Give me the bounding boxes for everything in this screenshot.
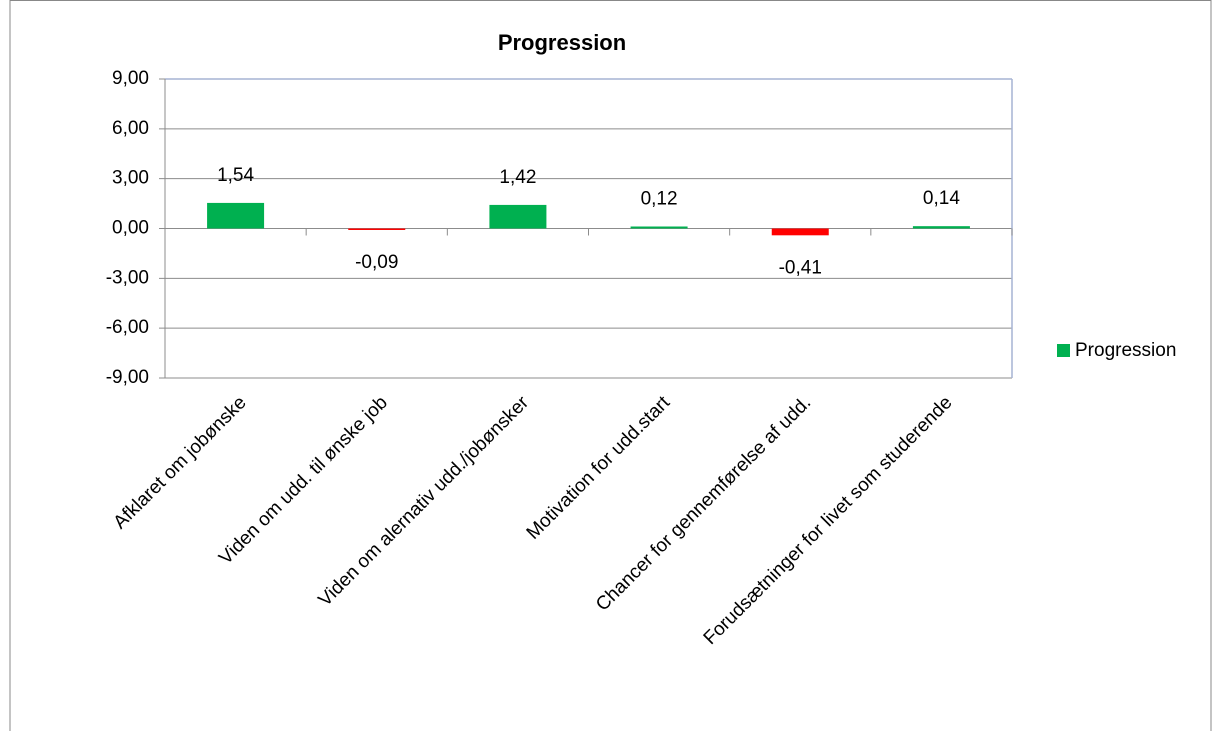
bar bbox=[489, 204, 547, 229]
data-label: -0,41 bbox=[779, 257, 822, 278]
bar bbox=[348, 228, 406, 230]
y-tick-label: -6,00 bbox=[106, 317, 149, 338]
legend-label: Progression bbox=[1075, 340, 1176, 361]
bar bbox=[912, 226, 970, 229]
y-tick-label: 6,00 bbox=[112, 118, 149, 139]
legend-swatch bbox=[1057, 344, 1070, 357]
bar bbox=[207, 202, 265, 229]
y-tick-label: 9,00 bbox=[112, 68, 149, 89]
data-label: 1,42 bbox=[499, 167, 536, 188]
data-label: 0,12 bbox=[641, 189, 678, 210]
data-label: 0,14 bbox=[923, 188, 960, 209]
y-tick-label: -9,00 bbox=[106, 367, 149, 388]
data-label: -0,09 bbox=[355, 252, 398, 273]
bar bbox=[771, 228, 829, 236]
chart-title: Progression bbox=[498, 30, 626, 55]
bar bbox=[630, 226, 688, 229]
data-label: 1,54 bbox=[217, 165, 254, 186]
y-tick-label: 3,00 bbox=[112, 168, 149, 189]
y-tick-label: 0,00 bbox=[112, 218, 149, 239]
y-tick-label: -3,00 bbox=[106, 267, 149, 288]
chart-border bbox=[9, 0, 1212, 731]
